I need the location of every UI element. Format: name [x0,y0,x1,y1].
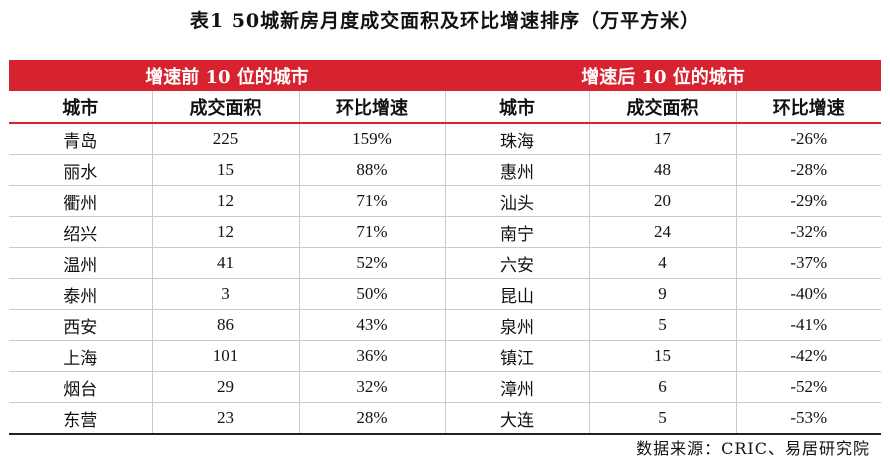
source-note: 数据来源：CRIC、易居研究院 [636,439,870,458]
area-cell: 5 [588,402,736,434]
city-cell: 西安 [9,309,152,341]
column-header: 环比增速 [298,91,445,124]
table-row: 丽水 15 88% 惠州 48 -28% [9,154,881,186]
growth-cell: -42% [735,340,881,372]
growth-cell: 50% [298,278,445,310]
area-cell: 6 [588,371,736,403]
city-cell: 烟台 [9,371,152,403]
city-cell: 昆山 [444,278,589,310]
city-cell: 泉州 [444,309,589,341]
growth-cell: -53% [735,402,881,434]
city-cell: 温州 [9,247,152,279]
group-header-top: 增速前 10 位的城市 [9,60,445,91]
area-cell: 23 [151,402,299,434]
area-cell: 4 [588,247,736,279]
ranking-table: 增速前 10 位的城市 增速后 10 位的城市 城市 成交面积 环比增速 城市 … [9,60,881,435]
city-cell: 南宁 [444,216,589,248]
growth-cell: -37% [735,247,881,279]
area-cell: 225 [151,123,299,155]
growth-cell: 159% [298,123,445,155]
group-header-bottom: 增速后 10 位的城市 [445,60,881,91]
table-row: 泰州 3 50% 昆山 9 -40% [9,278,881,310]
area-cell: 3 [151,278,299,310]
table-title: 表1 50城新房月度成交面积及环比增速排序（万平方米） [189,10,701,32]
area-cell: 20 [588,185,736,217]
column-header-row: 城市 成交面积 环比增速 城市 成交面积 环比增速 [9,91,881,124]
city-cell: 泰州 [9,278,152,310]
growth-cell: 32% [298,371,445,403]
table-row: 温州 41 52% 六安 4 -37% [9,247,881,279]
city-cell: 汕头 [444,185,589,217]
area-cell: 86 [151,309,299,341]
growth-cell: 71% [298,216,445,248]
column-header: 城市 [444,91,589,124]
growth-cell: -41% [735,309,881,341]
table-row: 青岛 225 159% 珠海 17 -26% [9,123,881,155]
area-cell: 15 [588,340,736,372]
table-row: 衢州 12 71% 汕头 20 -29% [9,185,881,217]
table-row: 东营 23 28% 大连 5 -53% [9,402,881,434]
column-header: 成交面积 [151,91,299,124]
area-cell: 5 [588,309,736,341]
growth-cell: -26% [735,123,881,155]
city-cell: 青岛 [9,123,152,155]
area-cell: 12 [151,216,299,248]
city-cell: 丽水 [9,154,152,186]
city-cell: 东营 [63,410,98,431]
growth-cell: 88% [298,154,445,186]
city-cell: 珠海 [444,123,589,155]
city-cell: 镇江 [444,340,589,372]
growth-cell: -52% [735,371,881,403]
column-header: 环比增速 [735,91,881,124]
table-row: 上海 101 36% 镇江 15 -42% [9,340,881,372]
city-cell: 绍兴 [9,216,152,248]
table-row: 绍兴 12 71% 南宁 24 -32% [9,216,881,248]
city-cell: 惠州 [444,154,589,186]
area-cell: 9 [588,278,736,310]
growth-cell: -32% [735,216,881,248]
table-row: 西安 86 43% 泉州 5 -41% [9,309,881,341]
table-row: 烟台 29 32% 漳州 6 -52% [9,371,881,403]
area-cell: 24 [588,216,736,248]
growth-cell: 28% [298,402,445,434]
city-cell: 大连 [444,402,589,434]
area-cell: 12 [151,185,299,217]
growth-cell: -28% [735,154,881,186]
city-cell: 六安 [444,247,589,279]
area-cell: 29 [151,371,299,403]
area-cell: 41 [151,247,299,279]
growth-cell: 71% [298,185,445,217]
group-header-row: 增速前 10 位的城市 增速后 10 位的城市 [9,60,881,91]
growth-cell: -29% [735,185,881,217]
growth-cell: -40% [735,278,881,310]
growth-cell: 52% [298,247,445,279]
city-cell: 上海 [9,340,152,372]
column-header: 成交面积 [588,91,736,124]
area-cell: 17 [588,123,736,155]
table-body: 青岛 225 159% 珠海 17 -26% 丽水 15 88% 惠州 48 -28% 衢州 12 71% 汕… [9,123,881,434]
growth-cell: 43% [298,309,445,341]
area-cell: 15 [151,154,299,186]
growth-cell: 36% [298,340,445,372]
area-cell: 101 [151,340,299,372]
area-cell: 48 [588,154,736,186]
column-header: 城市 [9,91,152,124]
city-cell: 漳州 [444,371,589,403]
city-cell: 衢州 [9,185,152,217]
